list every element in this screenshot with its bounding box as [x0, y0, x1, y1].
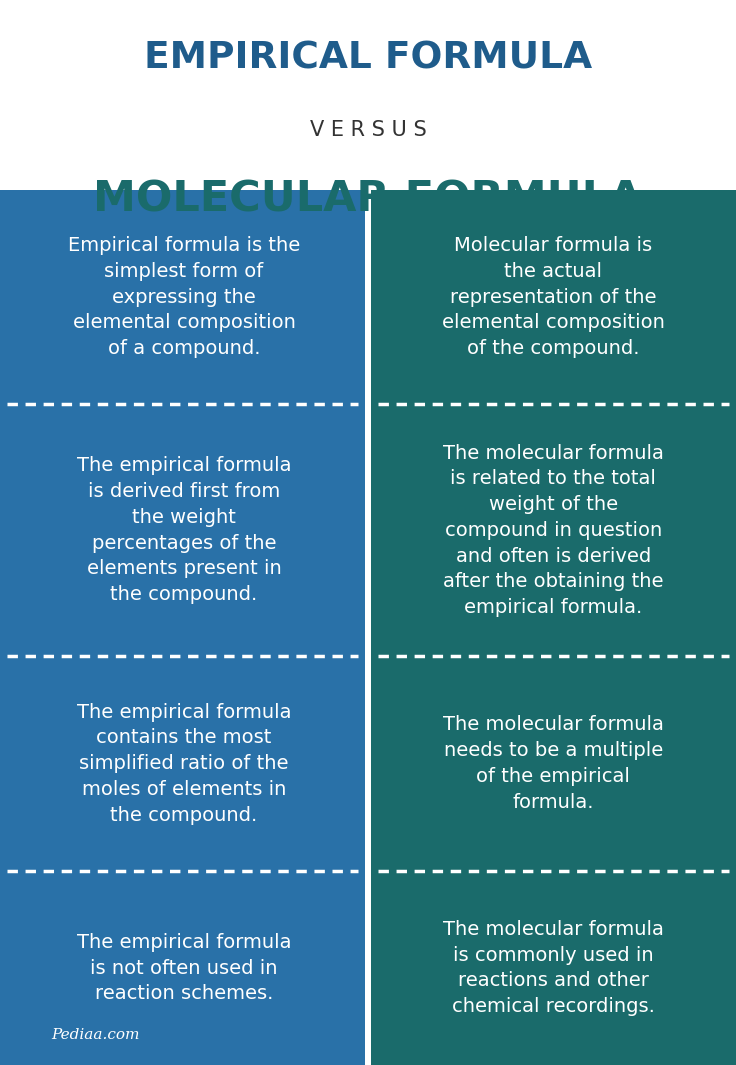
Text: EMPIRICAL FORMULA: EMPIRICAL FORMULA	[144, 40, 592, 77]
Text: The molecular formula
is commonly used in
reactions and other
chemical recording: The molecular formula is commonly used i…	[443, 920, 664, 1016]
Text: Molecular formula is
the actual
representation of the
elemental composition
of t: Molecular formula is the actual represen…	[442, 236, 665, 358]
Text: The empirical formula
is derived first from
the weight
percentages of the
elemen: The empirical formula is derived first f…	[77, 457, 291, 604]
Bar	[0, 190, 365, 405]
Bar	[370, 656, 736, 871]
Bar	[370, 190, 736, 405]
Text: V E R S U S: V E R S U S	[310, 120, 426, 140]
Text: Empirical formula is the
simplest form of
expressing the
elemental composition
o: Empirical formula is the simplest form o…	[68, 236, 300, 358]
Text: The molecular formula
is related to the total
weight of the
compound in question: The molecular formula is related to the …	[443, 443, 664, 617]
Text: The molecular formula
needs to be a multiple
of the empirical
formula.: The molecular formula needs to be a mult…	[443, 716, 664, 812]
Bar	[0, 656, 365, 871]
Bar	[370, 405, 736, 656]
Bar	[370, 871, 736, 1065]
Text: Pediaa.com: Pediaa.com	[52, 1028, 140, 1043]
Bar	[0, 405, 365, 656]
Text: The empirical formula
is not often used in
reaction schemes.: The empirical formula is not often used …	[77, 933, 291, 1003]
Text: MOLECULAR FORMULA: MOLECULAR FORMULA	[93, 178, 643, 220]
Bar	[0, 871, 365, 1065]
Text: The empirical formula
contains the most
simplified ratio of the
moles of element: The empirical formula contains the most …	[77, 703, 291, 824]
